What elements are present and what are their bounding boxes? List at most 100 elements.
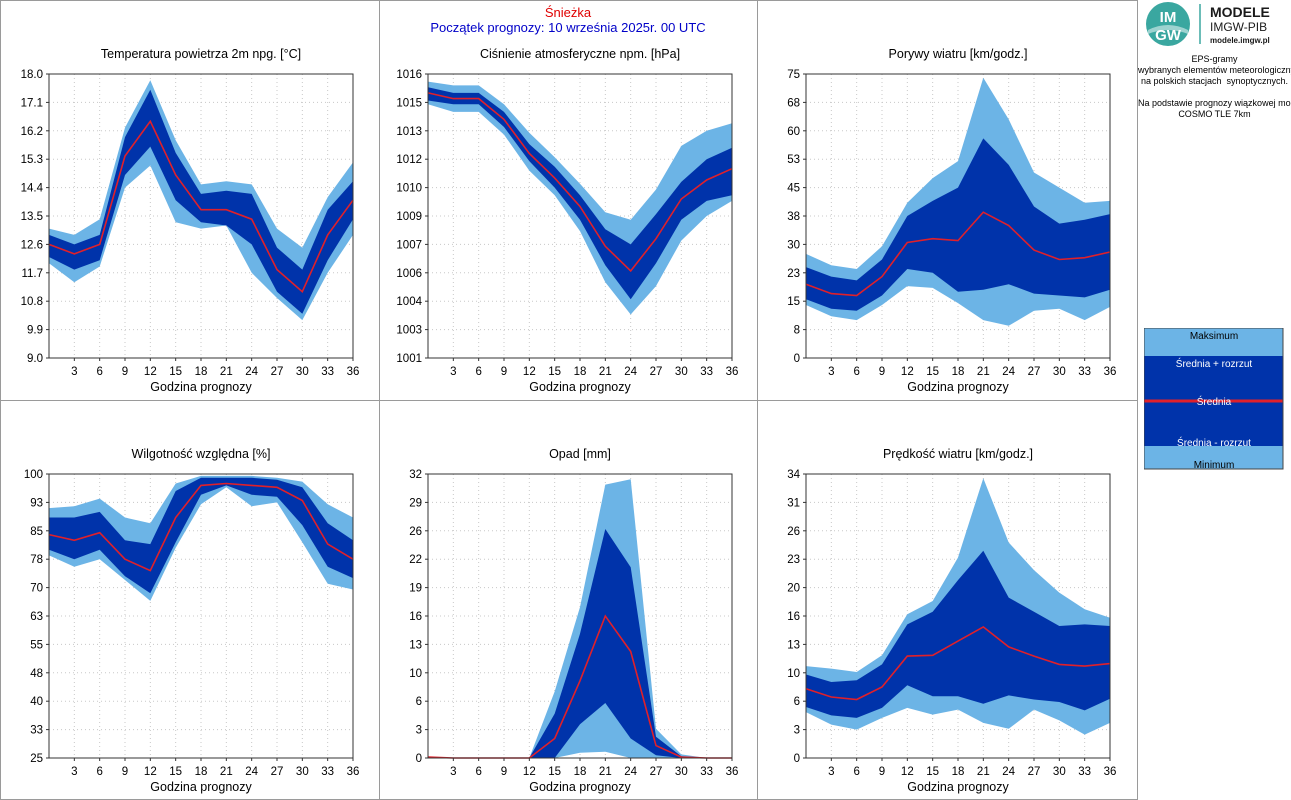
gusts-xtick-label: 6 (853, 366, 859, 378)
precipitation-xtick-label: 12 (523, 766, 536, 778)
legend-max-label: Maksimum (1190, 331, 1238, 342)
gusts-ytick-label: 0 (794, 353, 800, 365)
gusts-ytick-label: 45 (787, 183, 800, 195)
temperature-ytick-label: 14.4 (21, 183, 44, 195)
gusts-xtick-label: 21 (977, 366, 990, 378)
gusts-ytick-label: 15 (787, 296, 800, 308)
precipitation-xlabel: Godzina prognozy (529, 780, 631, 794)
humidity-title: Wilgotność względna [%] (132, 447, 271, 461)
gusts-xtick-label: 27 (1028, 366, 1041, 378)
pressure-xtick-label: 33 (700, 366, 713, 378)
humidity-ytick-label: 48 (30, 668, 43, 680)
gusts-ytick-label: 23 (787, 268, 800, 280)
gusts-xtick-label: 12 (901, 366, 914, 378)
logo-circle-icon (1146, 2, 1190, 46)
pressure-title: Ciśnienie atmosferyczne npm. [hPa] (480, 47, 680, 61)
precipitation-title: Opad [mm] (549, 447, 611, 461)
precipitation-xtick-label: 9 (501, 766, 507, 778)
desc-line-1: EPS-gramy (1191, 54, 1238, 64)
humidity-xtick-label: 21 (220, 766, 233, 778)
legend-min-label: Minimum (1194, 460, 1235, 470)
pressure-ytick-label: 1006 (396, 268, 422, 280)
gusts-ytick-label: 8 (794, 325, 800, 337)
temperature-xtick-label: 21 (220, 366, 233, 378)
wind-speed-xtick-label: 3 (828, 766, 834, 778)
temperature-xtick-label: 15 (169, 366, 182, 378)
gusts-ytick-label: 75 (787, 69, 800, 81)
temperature-xtick-label: 3 (71, 366, 77, 378)
pressure-ytick-label: 1004 (396, 296, 422, 308)
temperature-xtick-label: 6 (96, 366, 102, 378)
precipitation-xtick-label: 21 (599, 766, 612, 778)
pressure-ytick-label: 1013 (396, 126, 422, 138)
gusts-ytick-label: 53 (787, 154, 800, 166)
humidity-ytick-label: 70 (30, 583, 43, 595)
precipitation-ytick-label: 26 (409, 526, 422, 538)
pressure-xlabel: Godzina prognozy (529, 380, 631, 394)
pressure-xtick-label: 12 (523, 366, 536, 378)
wind-speed-title: Prędkość wiatru [km/godz.] (883, 447, 1033, 461)
wind-speed-ytick-label: 10 (787, 668, 800, 680)
precipitation-ytick-label: 22 (409, 554, 422, 566)
wind-speed-xtick-label: 36 (1104, 766, 1117, 778)
wind-speed-xtick-label: 18 (952, 766, 965, 778)
humidity-xtick-label: 3 (71, 766, 77, 778)
gusts-mean-line (805, 211, 1111, 297)
pressure-xtick-label: 15 (548, 366, 561, 378)
pressure-ytick-label: 1016 (396, 69, 422, 81)
precipitation-xtick-label: 33 (700, 766, 713, 778)
wind-speed-xtick-label: 21 (977, 766, 990, 778)
gusts-ytick-label: 60 (787, 126, 800, 138)
legend-minus-label: Średnia - rozrzut (1177, 436, 1251, 449)
chart-wind-speed: Prędkość wiatru [km/godz.]03610131620232… (787, 447, 1117, 794)
humidity-ytick-label: 100 (24, 469, 43, 481)
temperature-xtick-label: 18 (195, 366, 208, 378)
gusts-xtick-label: 36 (1104, 366, 1117, 378)
temperature-ytick-label: 17.1 (21, 97, 43, 109)
humidity-xtick-label: 18 (195, 766, 208, 778)
pressure-xtick-label: 3 (450, 366, 456, 378)
humidity-xtick-label: 15 (169, 766, 182, 778)
precipitation-ytick-label: 32 (409, 469, 422, 481)
pressure-mean-line (427, 92, 733, 273)
gusts-xtick-label: 24 (1002, 366, 1015, 378)
wind-speed-xtick-label: 24 (1002, 766, 1015, 778)
wind-speed-xtick-label: 30 (1053, 766, 1066, 778)
logo-mark-top: IM (1160, 9, 1177, 26)
pressure-ytick-label: 1012 (396, 154, 422, 166)
wind-speed-mean-line (805, 625, 1111, 701)
logo-graphic: IM GW MODELE IMGW-PIB modele.imgw.pl (1146, 2, 1270, 46)
pressure-xtick-label: 21 (599, 366, 612, 378)
precipitation-ytick-label: 3 (416, 725, 422, 737)
legend-max-swatch (1144, 328, 1283, 357)
wind-speed-ytick-label: 31 (787, 497, 800, 509)
precipitation-ytick-label: 6 (416, 696, 422, 708)
pressure-ytick-label: 1009 (396, 211, 422, 223)
wind-speed-ytick-label: 16 (787, 611, 800, 623)
desc-line-3: na polskich stacjach synoptycznych. (1140, 76, 1289, 86)
panel-humidity (0, 400, 380, 800)
temperature-ytick-label: 9.9 (27, 325, 43, 337)
precipitation-xtick-label: 6 (475, 766, 481, 778)
wind-speed-ytick-label: 13 (787, 639, 800, 651)
pressure-ytick-label: 1007 (396, 239, 422, 251)
humidity-mean-line (48, 482, 354, 572)
gusts-xtick-label: 33 (1078, 366, 1091, 378)
humidity-xtick-label: 6 (96, 766, 102, 778)
gusts-ytick-label: 30 (787, 239, 800, 251)
legend-plus-label: Średnia + rozrzut (1176, 357, 1253, 370)
humidity-xtick-label: 9 (122, 766, 128, 778)
precipitation-range-band (428, 479, 732, 758)
pressure-xtick-label: 36 (726, 366, 739, 378)
logo-mark-bottom: GW (1155, 27, 1182, 44)
legend-min-swatch (1144, 446, 1283, 469)
wind-speed-xtick-label: 6 (853, 766, 859, 778)
precipitation-ytick-label: 29 (409, 497, 422, 509)
precipitation-xtick-label: 24 (624, 766, 637, 778)
temperature-xtick-label: 27 (271, 366, 284, 378)
precipitation-xtick-label: 30 (675, 766, 688, 778)
humidity-ytick-label: 93 (30, 497, 43, 509)
legend-mean-label: Średnia (1197, 395, 1232, 408)
gusts-ytick-label: 68 (787, 97, 800, 109)
